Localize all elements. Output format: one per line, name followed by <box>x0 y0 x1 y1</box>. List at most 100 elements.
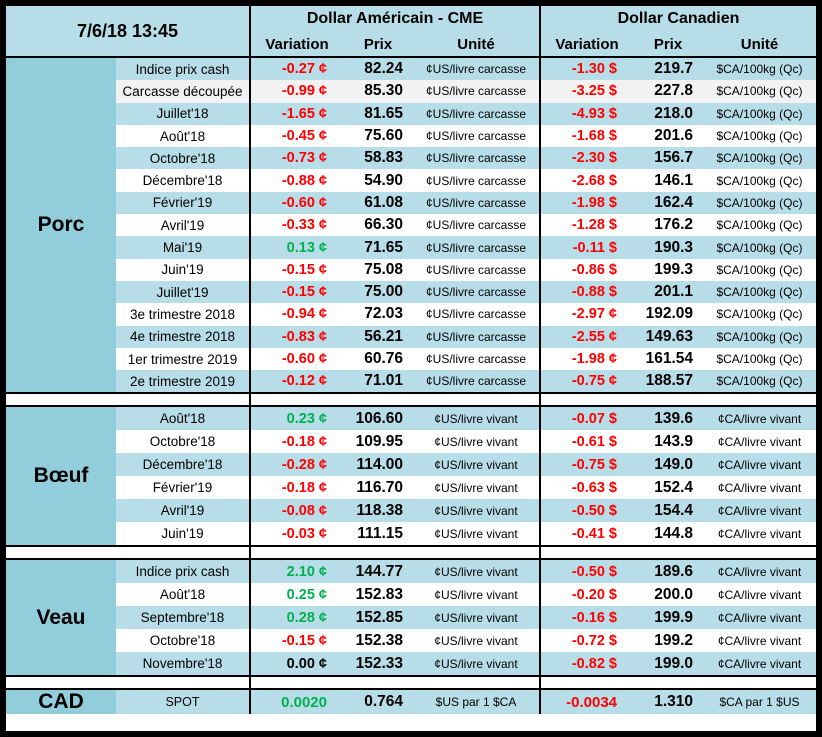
us-unite: ¢US/livre vivant <box>413 583 541 607</box>
ca-variation: -2.68 $ <box>571 172 617 189</box>
table-row: Indice prix cash 2.10 ¢ 144.77 ¢US/livre… <box>116 560 816 584</box>
us-unite: ¢US/livre carcasse <box>413 80 541 103</box>
ca-variation: -0.63 $ <box>571 479 617 496</box>
ca-unite: $CA/100kg (Qc) <box>716 307 803 322</box>
row-label: Septembre'18 <box>116 606 251 630</box>
row-label: Février'19 <box>116 191 251 215</box>
us-unite: ¢US/livre vivant <box>413 629 541 653</box>
us-dollar-group: Dollar Américain - CME Variation Prix Un… <box>251 6 541 56</box>
us-variation: -0.15 ¢ <box>281 284 327 301</box>
ca-variation: -3.25 $ <box>571 83 617 100</box>
table-row: 3e trimestre 2018 -0.94 ¢ 72.03 ¢US/livr… <box>116 303 816 326</box>
us-variation: -0.15 ¢ <box>281 632 327 649</box>
us-unite: ¢US/livre carcasse <box>413 214 541 237</box>
table-row: Août'18 -0.45 ¢ 75.60 ¢US/livre carcasse… <box>116 124 816 148</box>
ca-unite: $CA/100kg (Qc) <box>716 151 803 166</box>
us-variation: 0.23 ¢ <box>286 410 327 427</box>
ca-prix: 154.4 <box>654 501 693 519</box>
us-variation: -0.03 ¢ <box>281 525 327 542</box>
ca-prix: 156.7 <box>654 149 693 167</box>
us-prix: 144.77 <box>355 562 403 580</box>
ca-unite-header: Unité <box>740 35 779 53</box>
us-prix: 81.65 <box>364 104 403 122</box>
table-row: Juin'19 -0.15 ¢ 75.08 ¢US/livre carcasse… <box>116 258 816 281</box>
us-prix: 111.15 <box>357 524 403 542</box>
row-label: Novembre'18 <box>116 652 251 676</box>
us-prix: 71.65 <box>364 238 403 256</box>
us-prix: 114.00 <box>356 455 403 473</box>
ca-variation: -0.07 $ <box>571 410 617 427</box>
us-prix: 71.01 <box>364 372 403 390</box>
us-unite: ¢US/livre carcasse <box>413 58 541 81</box>
us-prix: 54.90 <box>364 171 403 189</box>
us-variation: -0.08 ¢ <box>281 502 327 519</box>
section-title-boeuf: Bœuf <box>6 407 116 546</box>
table-row: Août'18 0.25 ¢ 152.83 ¢US/livre vivant -… <box>116 583 816 607</box>
us-unite: ¢US/livre vivant <box>413 560 541 584</box>
us-variation: -0.88 ¢ <box>281 172 327 189</box>
ca-variation: -0.20 $ <box>571 586 617 603</box>
us-unite: ¢US/livre vivant <box>413 476 541 500</box>
ca-unite: ¢CA/livre vivant <box>717 656 802 671</box>
ca-unite: $CA/100kg (Qc) <box>716 62 803 77</box>
us-unite: ¢US/livre vivant <box>413 407 541 431</box>
ca-variation: -1.30 $ <box>571 61 617 78</box>
us-prix: 85.30 <box>364 82 403 100</box>
row-label: Juillet'18 <box>116 102 251 125</box>
row-label: Avril'19 <box>116 214 251 237</box>
row-label: Décembre'18 <box>116 169 251 192</box>
ca-unite: ¢CA/livre vivant <box>717 411 802 426</box>
ca-variation: -4.93 $ <box>571 105 617 122</box>
ca-prix: 200.0 <box>654 585 693 603</box>
section-divider <box>6 392 816 408</box>
table-row: Mai'19 0.13 ¢ 71.65 ¢US/livre carcasse -… <box>116 236 816 259</box>
us-variation: -0.33 ¢ <box>281 217 327 234</box>
ca-variation: -0.75 ¢ <box>571 373 617 390</box>
ca-variation: -0.50 $ <box>571 502 617 519</box>
table-row: Février'19 -0.18 ¢ 116.70 ¢US/livre viva… <box>116 476 816 500</box>
ca-unite: $CA/100kg (Qc) <box>716 195 803 210</box>
us-prix-header: Prix <box>363 35 393 53</box>
ca-variation: -0.41 $ <box>571 525 617 542</box>
us-variation: -1.65 ¢ <box>281 105 327 122</box>
row-label: Août'18 <box>116 124 251 148</box>
ca-prix: 190.3 <box>654 238 693 256</box>
us-variation: 0.25 ¢ <box>286 586 327 603</box>
ca-variation: -2.97 ¢ <box>571 306 617 323</box>
table-row: Octobre'18 -0.15 ¢ 152.38 ¢US/livre viva… <box>116 629 816 653</box>
table-row: Avril'19 -0.33 ¢ 66.30 ¢US/livre carcass… <box>116 214 816 237</box>
ca-unite: $CA/100kg (Qc) <box>716 352 803 366</box>
us-unite: ¢US/livre carcasse <box>413 236 541 259</box>
table-row: Avril'19 -0.08 ¢ 118.38 ¢US/livre vivant… <box>116 499 816 523</box>
table-row: Août'18 0.23 ¢ 106.60 ¢US/livre vivant -… <box>116 407 816 431</box>
us-unite: ¢US/livre vivant <box>413 522 541 546</box>
table-row: Juillet'18 -1.65 ¢ 81.65 ¢US/livre carca… <box>116 102 816 125</box>
us-variation: -0.28 ¢ <box>281 456 327 473</box>
us-unite: ¢US/livre carcasse <box>413 147 541 170</box>
row-label: Août'18 <box>116 583 251 607</box>
us-variation: -0.73 ¢ <box>281 150 327 167</box>
ca-variation: -2.55 ¢ <box>571 328 617 345</box>
section-boeuf: Bœuf Août'18 0.23 ¢ 106.60 ¢US/livre viv… <box>6 407 816 546</box>
ca-variation: -0.82 $ <box>571 655 617 672</box>
us-prix: 118.38 <box>356 501 403 519</box>
ca-prix: 146.1 <box>654 171 693 189</box>
us-variation: -0.60 ¢ <box>281 194 327 211</box>
table-row: Octobre'18 -0.73 ¢ 58.83 ¢US/livre carca… <box>116 147 816 170</box>
section-divider <box>6 545 816 561</box>
row-label: Octobre'18 <box>116 147 251 170</box>
ca-variation: -1.68 $ <box>571 128 617 145</box>
ca-prix: 1.310 <box>654 693 693 711</box>
table-row: Février'19 -0.60 ¢ 61.08 ¢US/livre carca… <box>116 191 816 215</box>
us-prix: 60.76 <box>364 350 403 367</box>
table-row: 2e trimestre 2019 -0.12 ¢ 71.01 ¢US/livr… <box>116 370 816 393</box>
report-datetime: 7/6/18 13:45 <box>6 6 251 56</box>
ca-prix: 192.09 <box>645 305 693 323</box>
us-unite-header: Unité <box>457 35 495 53</box>
ca-variation: -1.98 $ <box>571 194 617 211</box>
us-prix: 66.30 <box>364 216 403 234</box>
ca-prix: 144.8 <box>654 524 693 542</box>
table-row: 4e trimestre 2018 -0.83 ¢ 56.21 ¢US/livr… <box>116 325 816 348</box>
ca-unite: $CA/100kg (Qc) <box>716 129 803 144</box>
